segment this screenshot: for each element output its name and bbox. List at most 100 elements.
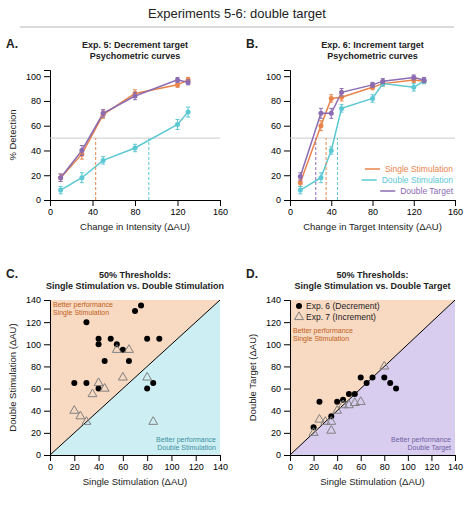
error-bar [59, 174, 63, 181]
plot-background [290, 300, 455, 455]
tick: 40 [271, 146, 290, 156]
tick-label: 0 [288, 462, 293, 472]
error-bar [371, 82, 375, 87]
tick-label: 100 [164, 462, 179, 472]
tick-mark [284, 389, 290, 390]
tick-label: 20 [309, 462, 319, 472]
axis: 04080120160 [48, 200, 228, 217]
tick: 100 [164, 455, 179, 472]
tick-mark [384, 455, 385, 461]
tick-mark [44, 150, 50, 151]
tick: 0 [48, 455, 53, 472]
tick-label: 140 [213, 462, 228, 472]
data-point [133, 94, 138, 99]
data-point [309, 428, 318, 436]
data-point [79, 175, 84, 180]
tick-mark [147, 455, 148, 461]
data-point [339, 106, 344, 111]
tick-label: 80 [380, 462, 390, 472]
series-line [300, 77, 424, 176]
tick-mark [284, 366, 290, 367]
error-bar [176, 77, 180, 82]
data-point [58, 188, 63, 193]
series-line [61, 112, 189, 190]
text-line: Double Stimulation [157, 444, 216, 451]
threshold-line [337, 138, 338, 200]
plot-marks [50, 77, 220, 200]
tick-mark [331, 200, 332, 206]
tick: 20 [31, 428, 50, 438]
tick-mark [408, 455, 409, 461]
data-point [70, 406, 79, 414]
tick-mark [361, 455, 362, 461]
tick-mark [373, 200, 374, 206]
data-point [124, 345, 133, 353]
tick-mark [44, 200, 50, 201]
tick: 80 [31, 362, 50, 372]
legend-label: Double Stimulation [382, 175, 454, 185]
region [50, 300, 220, 455]
tick: 140 [266, 295, 290, 305]
data-point [334, 399, 340, 405]
tick-label: 0 [48, 207, 53, 217]
region [290, 300, 455, 455]
panel: 04080120160020406080100Exp. 5: Decrement… [6, 37, 228, 232]
axis: 020406080100 [26, 71, 51, 206]
tick: 160 [213, 200, 228, 217]
tick-label: 100 [26, 72, 41, 82]
axis: 020406080100120140 [26, 295, 51, 460]
tick: 0 [276, 195, 290, 205]
tick: 140 [448, 455, 463, 472]
error-bar [422, 77, 426, 82]
error-bar [412, 75, 416, 80]
annotation: Better performanceSingle Stimulation [53, 301, 113, 317]
tick-label: 80 [31, 362, 41, 372]
tick-mark [44, 455, 50, 456]
tick-label: 100 [401, 462, 416, 472]
data-point [101, 111, 106, 116]
tick-mark [44, 389, 50, 390]
chart-container: Experiments 5-6: double target0408012016… [0, 0, 474, 505]
tick: 20 [271, 428, 290, 438]
axis: 04080120160 [288, 200, 463, 217]
tick-mark [44, 366, 50, 367]
tick-label: 60 [31, 121, 41, 131]
tick-mark [135, 200, 136, 206]
tick: 40 [327, 200, 337, 217]
chart-canvas: Experiments 5-6: double target0408012016… [0, 0, 474, 505]
error-bar [133, 144, 137, 151]
axis: 020406080100120140 [48, 455, 228, 472]
tick-mark [284, 126, 290, 127]
tick-label: 80 [143, 462, 153, 472]
threshold-line [315, 138, 316, 200]
tick-mark [284, 433, 290, 434]
error-bar [176, 82, 180, 87]
tick: 140 [26, 295, 50, 305]
tick: 40 [31, 146, 50, 156]
series-line [61, 80, 189, 178]
tick: 120 [407, 200, 422, 217]
tick-mark [314, 455, 315, 461]
data-point [370, 82, 375, 87]
tick-mark [284, 300, 290, 301]
title-rule [20, 27, 454, 28]
panel-label: A. [6, 37, 18, 51]
data-point [333, 406, 342, 414]
error-bar [298, 173, 302, 180]
y-axis-title: Double Target (ΔAU) [247, 334, 258, 422]
error-bar [319, 173, 323, 183]
data-point [364, 380, 370, 386]
tick-mark [284, 150, 290, 151]
annotation: Better performanceDouble Target [391, 436, 451, 452]
tick: 120 [26, 318, 50, 328]
axis-line [51, 456, 221, 462]
data-point [411, 75, 416, 80]
data-point [94, 378, 103, 386]
region [290, 300, 455, 455]
axis: 020406080100120140 [288, 455, 463, 472]
tick: 120 [189, 455, 204, 472]
axis-line [51, 201, 221, 207]
tick: 160 [448, 200, 463, 217]
tick-mark [284, 101, 290, 102]
tick-label: 0 [48, 462, 53, 472]
